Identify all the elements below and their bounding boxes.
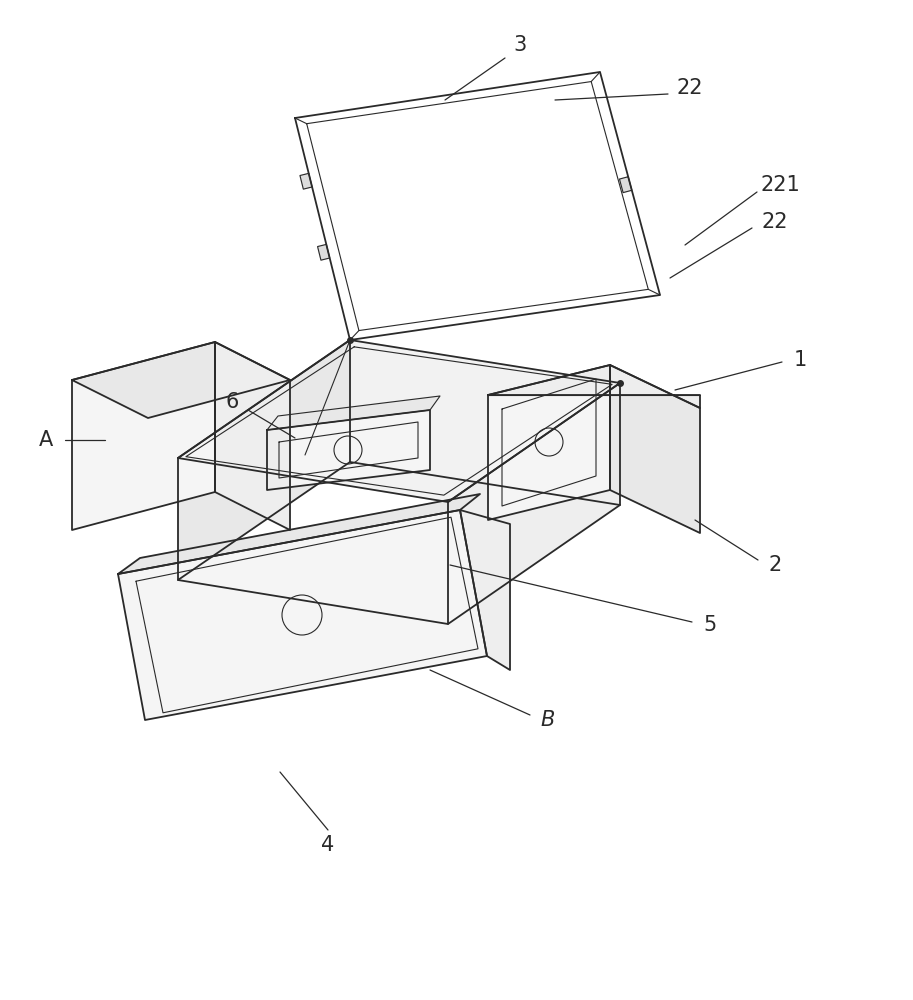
- Polygon shape: [118, 494, 480, 574]
- Text: A: A: [39, 430, 53, 450]
- Polygon shape: [460, 510, 510, 670]
- Polygon shape: [295, 72, 660, 340]
- Polygon shape: [72, 342, 290, 418]
- Text: 1: 1: [793, 350, 806, 370]
- Text: 6: 6: [226, 392, 238, 412]
- Text: 5: 5: [703, 615, 717, 635]
- Text: 22: 22: [761, 212, 788, 232]
- Polygon shape: [488, 365, 700, 408]
- Polygon shape: [488, 365, 610, 520]
- Polygon shape: [620, 177, 632, 193]
- Polygon shape: [118, 510, 487, 720]
- Polygon shape: [267, 410, 430, 490]
- Polygon shape: [300, 173, 312, 189]
- Text: B: B: [540, 710, 555, 730]
- Polygon shape: [72, 342, 215, 530]
- Text: 221: 221: [761, 175, 800, 195]
- Polygon shape: [267, 396, 440, 430]
- Polygon shape: [178, 340, 620, 502]
- Text: 3: 3: [513, 35, 527, 55]
- Polygon shape: [178, 340, 350, 580]
- Polygon shape: [318, 244, 330, 260]
- Text: 22: 22: [677, 78, 703, 98]
- Text: 4: 4: [321, 835, 335, 855]
- Polygon shape: [610, 365, 700, 533]
- Polygon shape: [448, 383, 620, 624]
- Polygon shape: [215, 342, 290, 530]
- Text: 2: 2: [769, 555, 782, 575]
